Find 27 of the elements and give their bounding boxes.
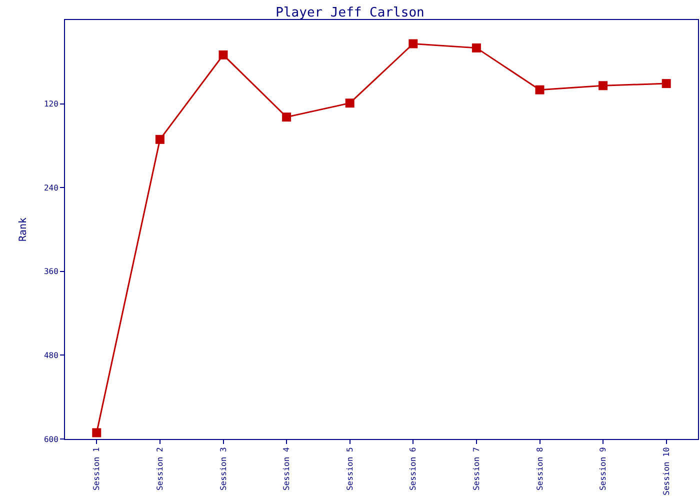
x-tick-label: Session 1 <box>92 447 102 491</box>
point <box>535 85 544 94</box>
x-tick-label: Session 3 <box>218 447 228 491</box>
y-axis-title: Rank <box>18 217 29 242</box>
y-tick-label: 120 <box>44 100 59 109</box>
point <box>345 98 354 108</box>
x-tick-label: Session 7 <box>472 447 482 491</box>
point <box>155 134 164 144</box>
x-tick-label: Session 10 <box>662 447 671 496</box>
x-tick-label: Session 6 <box>408 447 418 491</box>
point <box>472 43 481 52</box>
y-tick-label: 360 <box>44 267 59 276</box>
y-tick-label: 600 <box>44 434 59 444</box>
x-tick-label: Session 2 <box>156 447 165 491</box>
y-tick-label: 240 <box>44 183 59 192</box>
x-tick-label: Session 4 <box>282 447 292 491</box>
point <box>92 428 102 438</box>
point <box>408 39 418 48</box>
x-tick-label: Session 8 <box>535 447 544 491</box>
x-tick-label: Session 5 <box>345 447 354 491</box>
y-tick-label: 480 <box>44 351 59 360</box>
point <box>282 112 292 122</box>
point <box>662 79 671 88</box>
point <box>598 81 608 90</box>
chart-title: Player Jeff Carlson <box>276 6 424 21</box>
point <box>218 50 228 60</box>
x-tick-label: Session 9 <box>598 447 608 491</box>
